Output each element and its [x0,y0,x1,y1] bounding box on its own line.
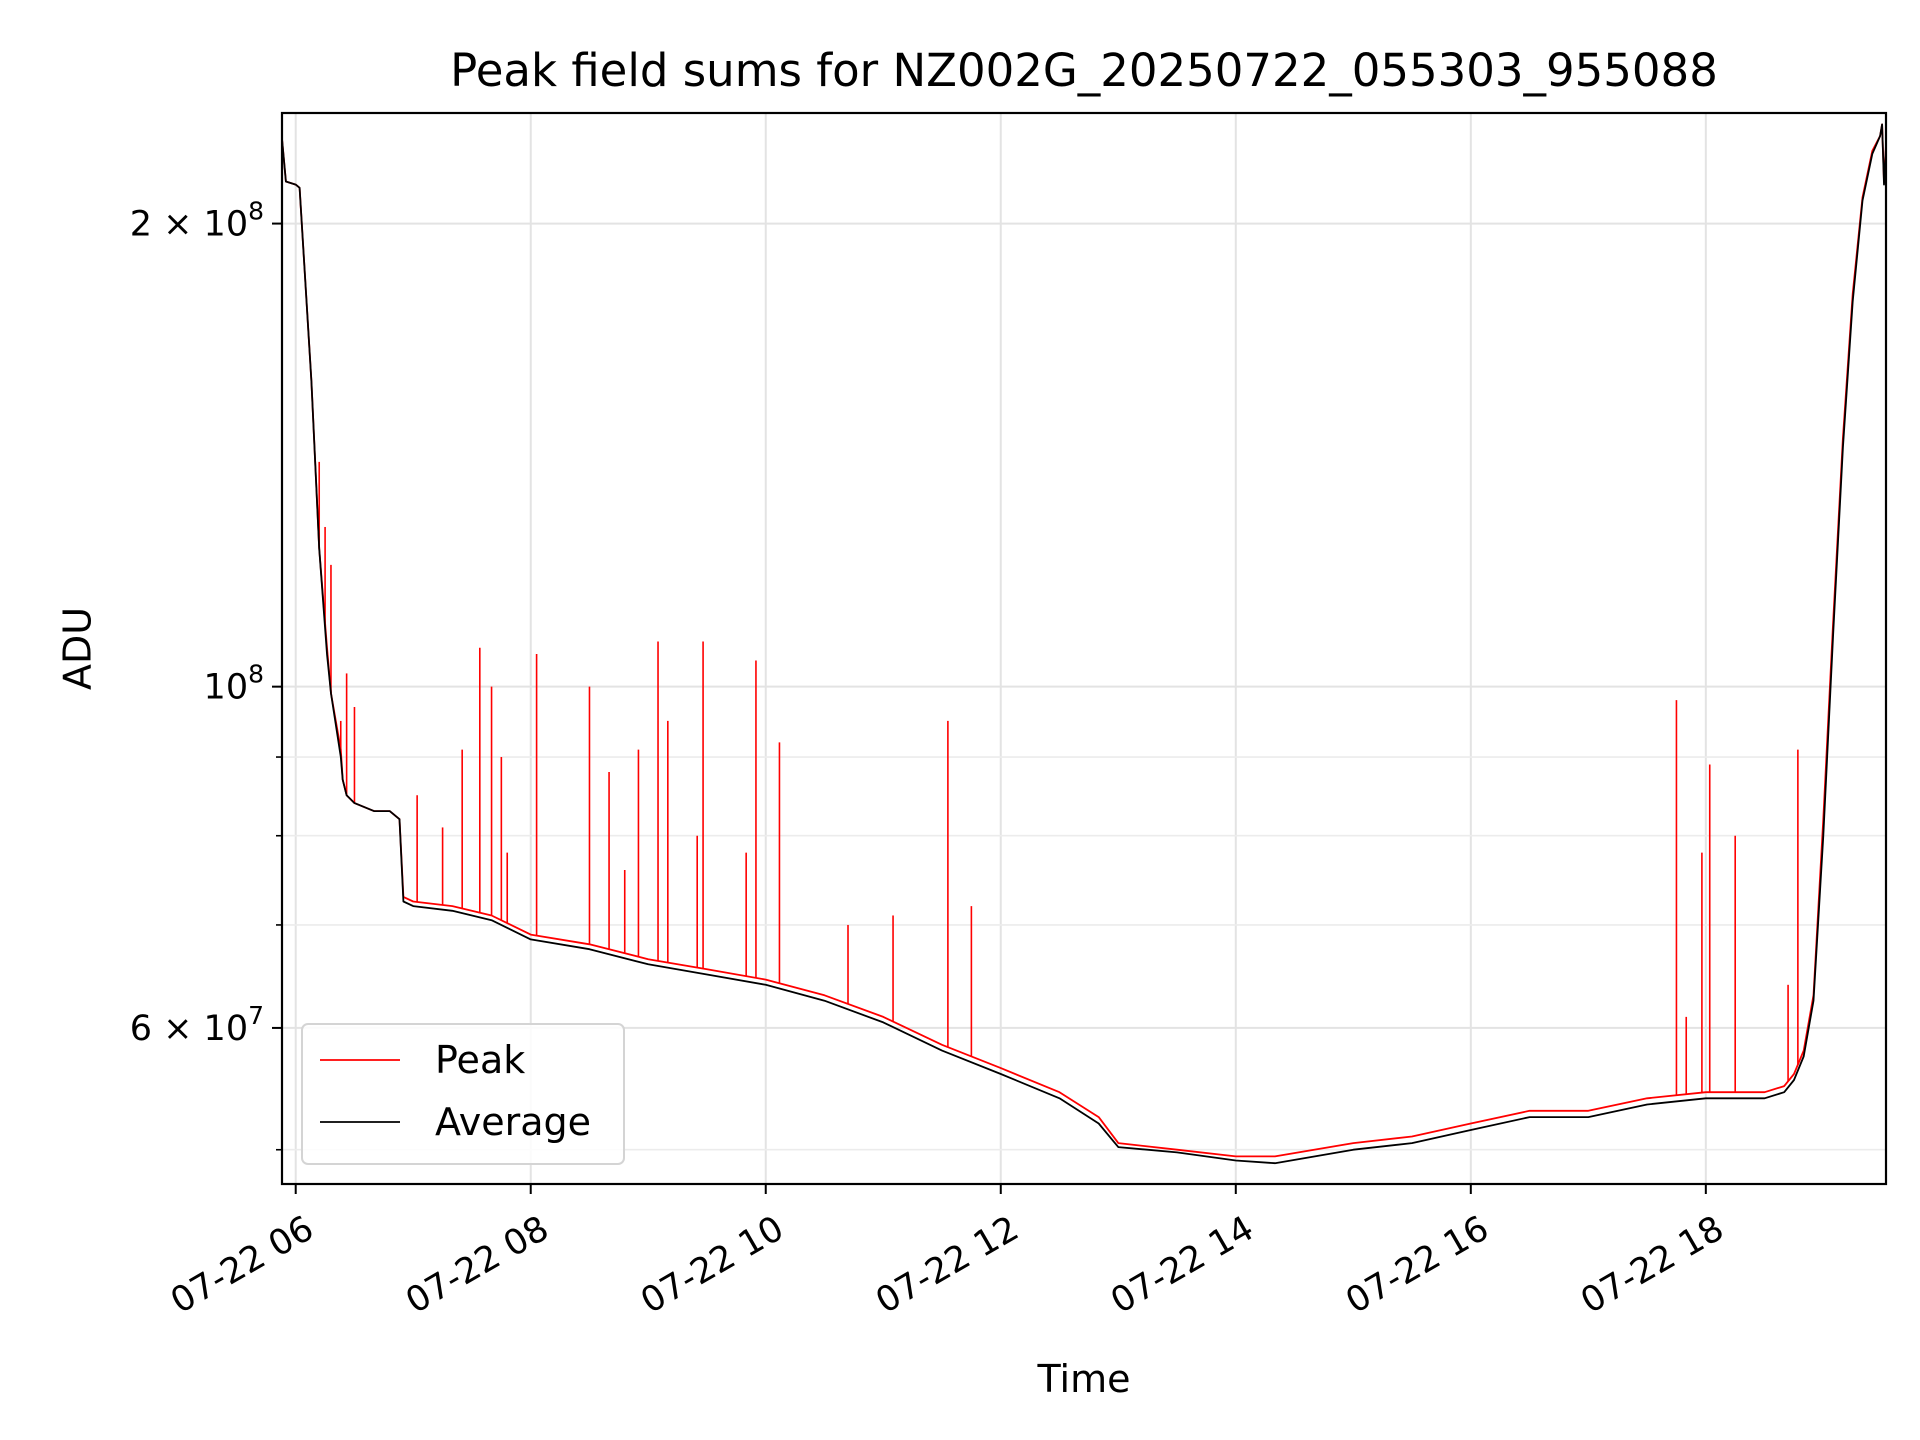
series-peak [281,123,1887,1158]
y-tick-label: 6 × 107 [130,1001,264,1049]
chart-title: Peak field sums for NZ002G_20250722_0553… [450,44,1718,97]
x-tick-label: 07-22 16 [1339,1209,1495,1322]
plot-frame [280,111,1888,1186]
series-average [281,123,1887,1165]
x-tick-label: 07-22 08 [399,1209,555,1322]
y-axis-label: ADU [56,607,100,690]
x-tick-label: 07-22 06 [164,1209,320,1322]
series-line-peak [281,123,1887,1158]
x-tick-label: 07-22 10 [634,1209,790,1322]
series-layer [281,123,1887,1165]
series-line-average [281,123,1887,1165]
x-tick-label: 07-22 12 [869,1209,1025,1322]
x-tick-label: 07-22 18 [1574,1209,1730,1322]
legend-label-peak: Peak [435,1038,525,1082]
legend: Peak Average [301,1023,625,1165]
x-axis-label: Time [1037,1357,1131,1401]
y-tick-label: 2 × 108 [130,197,264,245]
x-tick-label: 07-22 14 [1104,1209,1260,1322]
legend-box [301,1023,625,1165]
legend-label-average: Average [435,1100,591,1144]
y-tick-label: 108 [204,660,264,708]
